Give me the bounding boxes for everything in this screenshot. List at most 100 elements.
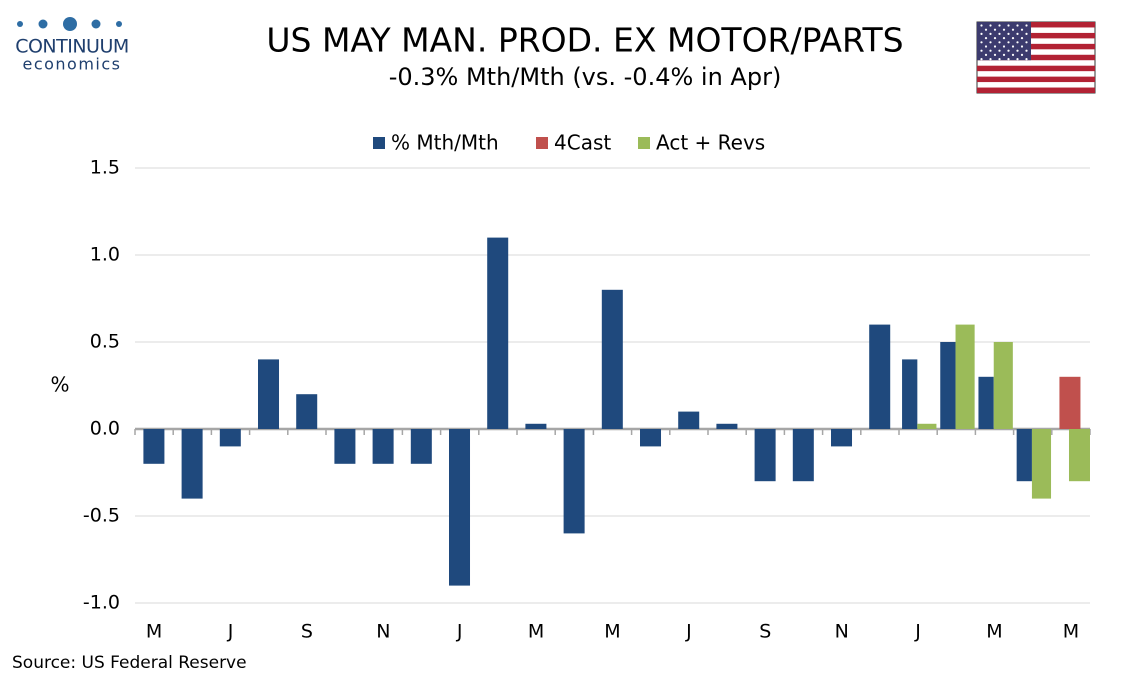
flag-star (1011, 37, 1015, 40)
bar (716, 423, 738, 429)
y-tick-label: 0.5 (90, 331, 120, 353)
x-tick-label: N (376, 621, 390, 643)
flag-star (1025, 41, 1028, 44)
bar (869, 324, 891, 429)
source: Source: US Federal Reserve (12, 653, 247, 673)
flag-star (1020, 53, 1024, 57)
bar (410, 429, 432, 464)
flag-star (993, 53, 997, 57)
flag-star (1016, 58, 1019, 61)
chart-subtitle: -0.3% Mth/Mth (vs. -0.4% in Apr) (389, 63, 782, 91)
x-tick-label: M (146, 621, 162, 643)
flag-star (998, 24, 1001, 27)
bar (678, 411, 700, 429)
logo-dot (38, 19, 48, 29)
flag-star (993, 28, 997, 31)
flag-stripe (977, 54, 1095, 61)
flag-stripe (977, 32, 1095, 39)
bar (1059, 376, 1081, 429)
flag-star (1025, 24, 1028, 27)
flag-star (1016, 24, 1019, 27)
flag-star (1007, 32, 1010, 36)
bar (601, 289, 623, 429)
x-tick-label: J (456, 621, 463, 643)
flag-stripe (977, 87, 1095, 93)
y-tick-label: -0.5 (83, 505, 120, 527)
x-tick-label: J (227, 621, 234, 643)
bar (754, 429, 776, 482)
flag-star (1020, 45, 1024, 48)
flag-star (1025, 32, 1028, 36)
bar (372, 429, 394, 464)
flag-star (1007, 24, 1010, 27)
flag-stripe (977, 43, 1095, 50)
bar (181, 429, 203, 499)
flag-star (984, 37, 988, 40)
flag-star (984, 53, 988, 57)
flag-star (984, 45, 988, 48)
x-tick-label: M (528, 621, 544, 643)
flag-star (1025, 49, 1028, 52)
bar (902, 359, 918, 429)
flag-star (989, 41, 992, 44)
y-tick-label: 1.5 (90, 157, 120, 179)
bar (940, 342, 956, 429)
flag-star (980, 49, 983, 52)
logo-dot (116, 21, 122, 27)
flag-star (989, 32, 992, 36)
bar (1068, 429, 1090, 482)
flag-star (1002, 37, 1006, 40)
x-tick-label: M (604, 621, 620, 643)
flag-star (989, 24, 992, 27)
flag-star (980, 41, 983, 44)
flag (976, 21, 1096, 94)
flag-star (1007, 41, 1010, 44)
logo-dot (91, 19, 101, 29)
flag-star (1002, 28, 1006, 31)
chart-title: US MAY MAN. PROD. EX MOTOR/PARTS (266, 21, 903, 60)
flag-star (1020, 37, 1024, 40)
logo-name: CONTINUUM (15, 36, 129, 58)
flag-star (998, 58, 1001, 61)
logo-dot (17, 21, 23, 27)
bar (955, 324, 975, 429)
flag-star (1025, 58, 1028, 61)
bar (993, 342, 1013, 429)
logo-tagline: economics (22, 55, 121, 74)
flag-star (1016, 41, 1019, 44)
flag-star (998, 49, 1001, 52)
legend-label: % Mth/Mth (391, 131, 499, 155)
flag-stripe (977, 22, 1095, 28)
flag-stripe (977, 76, 1095, 83)
flag-star (998, 41, 1001, 44)
bar (1016, 429, 1032, 482)
flag-star (1016, 32, 1019, 36)
y-tick-label: -1.0 (83, 592, 120, 614)
flag-star (989, 49, 992, 52)
flag-star (993, 45, 997, 48)
x-tick-label: J (685, 621, 692, 643)
flag-star (1011, 53, 1015, 57)
flag-star (1011, 45, 1015, 48)
logo: CONTINUUM economics (15, 17, 129, 74)
x-tick-label: M (986, 621, 1002, 643)
flag-star (980, 58, 983, 61)
bar (831, 429, 853, 447)
flag-star (998, 32, 1001, 36)
bar (640, 429, 662, 447)
flag-star (1020, 28, 1024, 31)
bar (487, 237, 509, 429)
y-axis-label: % (50, 373, 69, 397)
flag-star (1007, 49, 1010, 52)
bar (296, 394, 318, 429)
legend-swatch (373, 137, 385, 149)
y-tick-label: 0.0 (90, 418, 120, 440)
flag-star (1011, 28, 1015, 31)
bar (143, 429, 165, 464)
legend-label: 4Cast (554, 131, 611, 155)
bar (792, 429, 814, 482)
x-tick-label: M (1063, 621, 1079, 643)
bar (978, 376, 994, 429)
legend-label: Act + Revs (656, 131, 765, 155)
